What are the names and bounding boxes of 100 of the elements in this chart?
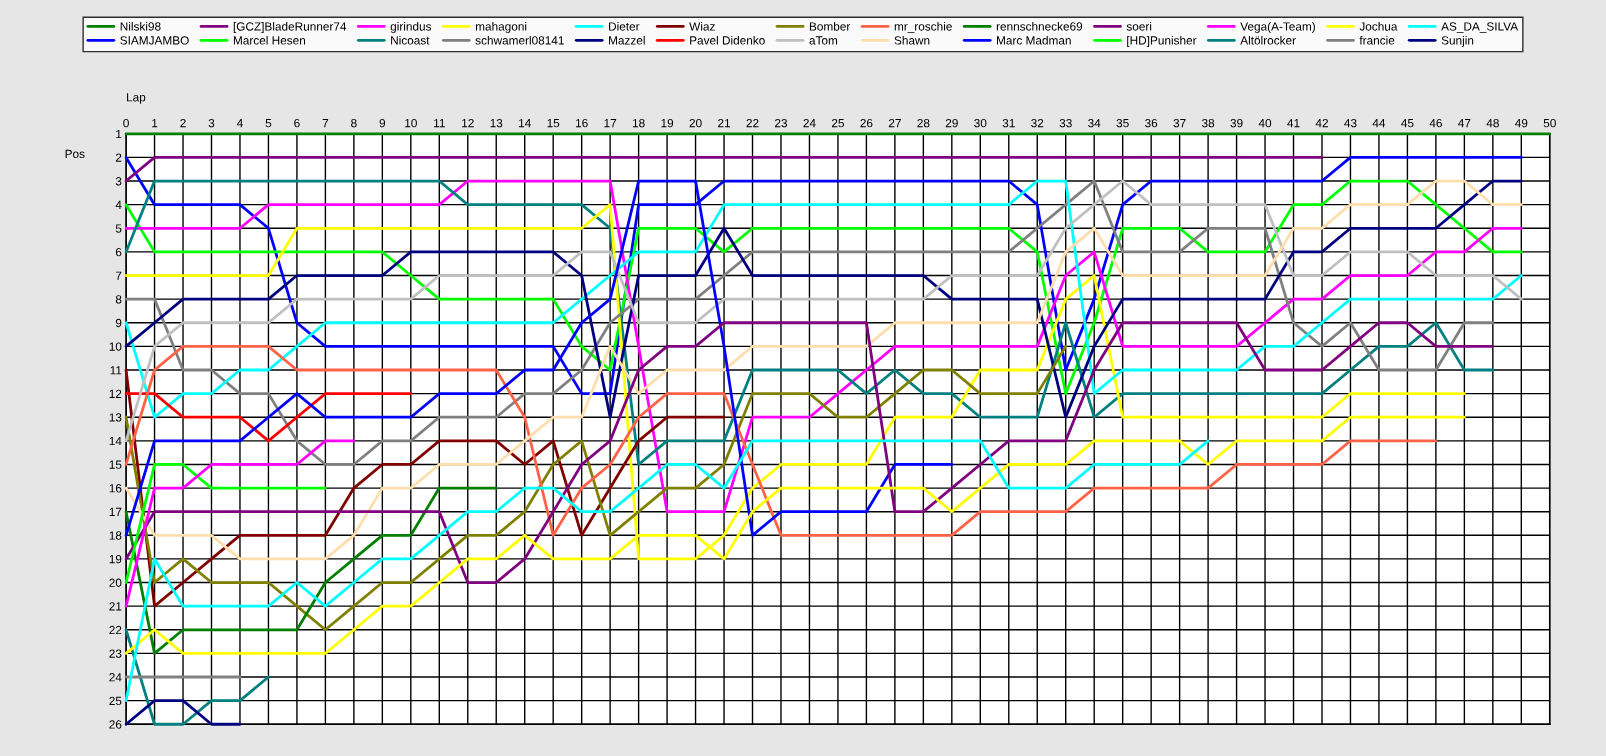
legend-label: aTom	[809, 36, 838, 45]
y-tick-label: 20	[109, 578, 122, 587]
y-tick-label: 6	[115, 247, 122, 257]
x-tick-label: 19	[661, 118, 674, 128]
x-tick-label: 30	[974, 118, 987, 128]
y-tick-label: 13	[109, 413, 122, 422]
x-tick-label: 32	[1031, 118, 1044, 128]
y-tick-label: 25	[109, 696, 122, 706]
y-tick-label: 7	[115, 271, 122, 280]
legend-label: soeri	[1126, 21, 1152, 31]
x-tick-label: 45	[1401, 119, 1414, 128]
y-tick-label: 23	[109, 649, 122, 658]
legend-label: rennschnecke69	[996, 21, 1083, 31]
y-axis-title: Pos	[65, 149, 85, 159]
legend-label: Pavel Didenko	[690, 35, 765, 45]
x-tick-label: 17	[604, 119, 617, 128]
x-tick-label: 2	[180, 118, 186, 128]
y-tick-label: 12	[109, 389, 122, 398]
x-tick-label: 6	[294, 118, 300, 128]
x-tick-label: 4	[236, 119, 243, 128]
y-tick-label: 9	[115, 318, 122, 328]
legend-label: Marcel Hesen	[233, 35, 306, 45]
y-tick-label: 26	[109, 720, 122, 729]
legend-label: AS_DA_SILVA	[1441, 22, 1519, 33]
x-tick-label: 29	[945, 118, 958, 128]
x-tick-label: 35	[1116, 118, 1129, 128]
x-tick-label: 11	[434, 119, 445, 128]
x-tick-label: 24	[803, 118, 816, 128]
x-tick-label: 47	[1458, 119, 1471, 128]
x-tick-label: 7	[322, 119, 329, 128]
y-tick-label: 22	[109, 625, 122, 635]
legend-label: francie	[1359, 35, 1395, 45]
x-tick-label: 0	[123, 118, 129, 128]
y-tick-label: 3	[115, 177, 122, 186]
y-tick-label: 14	[109, 436, 122, 446]
legend-label: Jochua	[1359, 21, 1398, 31]
x-tick-label: 36	[1145, 118, 1158, 128]
legend-label: Wiaz	[689, 21, 715, 31]
y-tick-label: 1	[116, 129, 122, 139]
legend-label: SIAMJAMBO	[120, 36, 189, 45]
legend-label: girindus	[390, 21, 432, 33]
x-tick-label: 14	[519, 119, 531, 128]
y-tick-label: 10	[109, 342, 122, 351]
x-tick-label: 44	[1372, 119, 1386, 128]
x-tick-label: 31	[1002, 118, 1015, 128]
legend-label: mahagoni	[475, 21, 527, 33]
y-tick-label: 11	[110, 366, 122, 375]
x-tick-label: 22	[746, 118, 759, 128]
x-tick-label: 46	[1429, 118, 1442, 128]
legend-label: Shawn	[894, 35, 930, 45]
x-tick-label: 23	[775, 118, 788, 128]
legend-label: Altölrocker	[1240, 35, 1296, 45]
x-tick-label: 40	[1258, 118, 1272, 128]
x-tick-label: 18	[632, 118, 645, 128]
y-tick-label: 18	[109, 531, 122, 540]
y-tick-label: 15	[109, 460, 122, 469]
x-tick-label: 26	[860, 118, 873, 128]
x-tick-label: 3	[208, 118, 215, 128]
x-tick-label: 9	[379, 118, 386, 128]
legend-label: [HD]Punisher	[1127, 35, 1197, 47]
x-tick-label: 1	[152, 119, 158, 128]
x-tick-label: 25	[831, 118, 844, 128]
y-tick-label: 5	[115, 224, 122, 233]
legend-label: Dieter	[609, 21, 640, 31]
x-tick-label: 12	[462, 118, 474, 128]
legend-label: [GCZ]BladeRunner74	[233, 21, 347, 33]
x-tick-label: 49	[1515, 118, 1528, 128]
x-tick-label: 48	[1486, 118, 1499, 128]
x-tick-label: 27	[888, 118, 901, 128]
x-axis-title: Lap	[127, 93, 146, 104]
x-tick-label: 10	[405, 118, 417, 128]
x-tick-label: 37	[1173, 118, 1186, 128]
x-tick-label: 5	[265, 119, 272, 128]
y-tick-label: 4	[115, 200, 122, 209]
y-tick-label: 8	[115, 295, 122, 304]
x-tick-label: 21	[718, 118, 731, 128]
x-tick-label: 41	[1287, 119, 1300, 128]
legend-label: Bomber	[809, 21, 851, 31]
y-tick-label: 16	[109, 484, 122, 493]
x-tick-label: 42	[1315, 118, 1328, 128]
x-tick-label: 20	[689, 118, 702, 128]
legend-label: Vega(A-Team)	[1240, 21, 1315, 33]
legend-label: mr_roschie	[894, 21, 952, 33]
x-tick-label: 16	[576, 118, 588, 128]
y-tick-label: 2	[115, 153, 122, 162]
x-tick-label: 50	[1543, 118, 1556, 128]
x-tick-label: 28	[917, 118, 930, 128]
x-tick-label: 33	[1059, 118, 1072, 128]
legend-label: Nilski98	[120, 21, 161, 31]
x-tick-label: 34	[1088, 118, 1101, 128]
legend-label: schwamerl08141	[475, 35, 564, 45]
x-tick-label: 39	[1230, 118, 1243, 128]
x-tick-label: 13	[490, 118, 503, 128]
x-tick-label: 43	[1344, 118, 1357, 128]
y-tick-label: 17	[109, 507, 122, 516]
x-tick-label: 15	[547, 119, 560, 128]
x-tick-label: 8	[351, 118, 357, 128]
y-tick-label: 24	[109, 673, 122, 682]
legend-label: Mazzel	[609, 35, 645, 45]
y-tick-label: 19	[109, 554, 122, 564]
